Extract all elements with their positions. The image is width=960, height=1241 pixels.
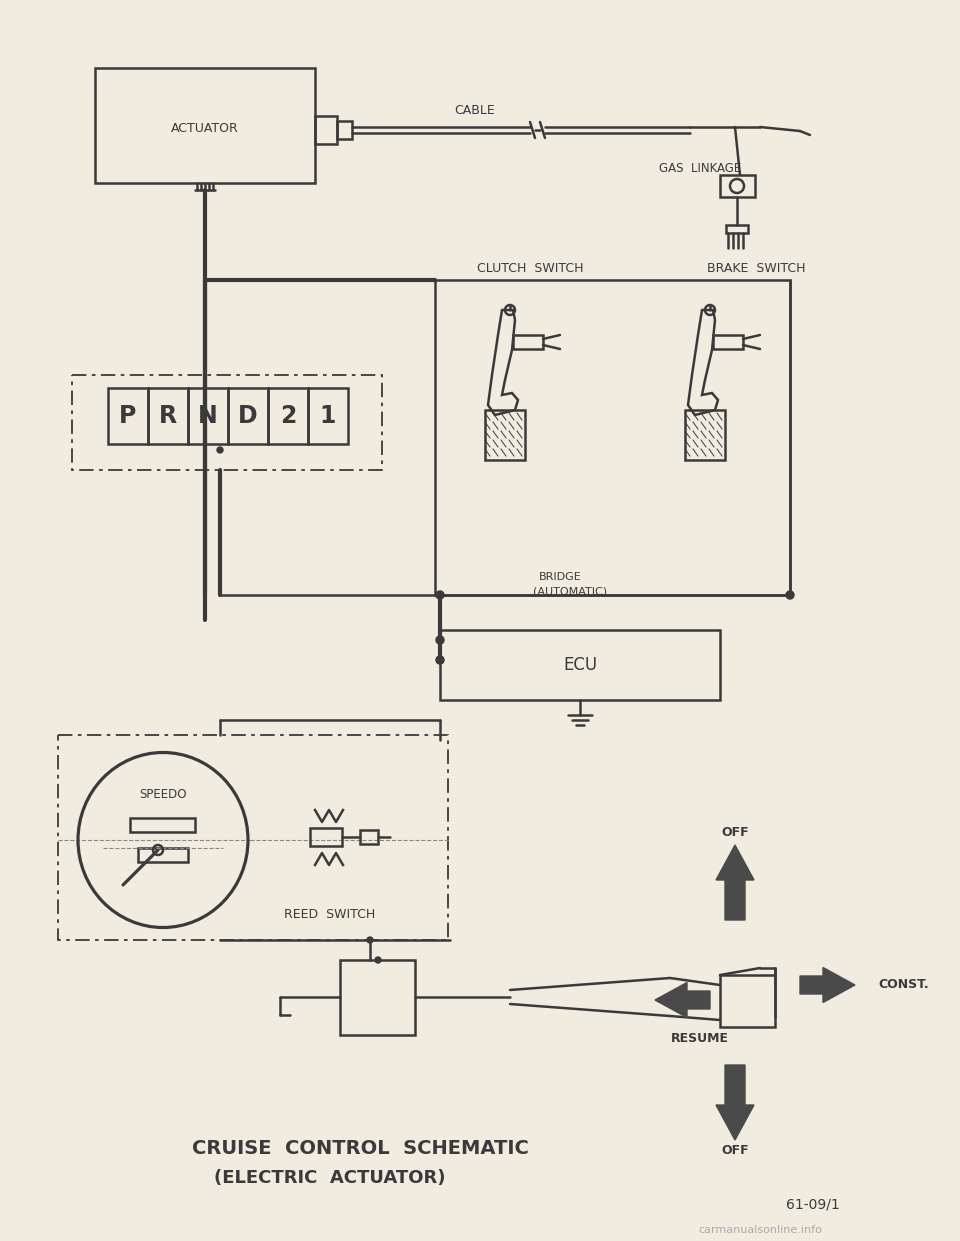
- Bar: [720, 175, 755, 197]
- Bar: [108, 388, 148, 444]
- Text: BRAKE  SWITCH: BRAKE SWITCH: [707, 262, 805, 274]
- Text: (ELECTRIC  ACTUATOR): (ELECTRIC ACTUATOR): [214, 1169, 445, 1186]
- Circle shape: [436, 656, 444, 664]
- Bar: [315, 115, 337, 144]
- Text: OFF: OFF: [721, 1143, 749, 1157]
- Text: REED  SWITCH: REED SWITCH: [284, 908, 375, 922]
- Bar: [440, 630, 720, 700]
- Text: 1: 1: [320, 405, 336, 428]
- Bar: [726, 225, 748, 233]
- Text: OFF: OFF: [721, 825, 749, 839]
- Text: ECU: ECU: [563, 656, 597, 674]
- Bar: [268, 388, 308, 444]
- Text: N: N: [198, 405, 218, 428]
- Bar: [720, 975, 775, 1028]
- Circle shape: [436, 635, 444, 644]
- Text: SPEEDO: SPEEDO: [139, 788, 187, 802]
- Bar: [685, 410, 725, 460]
- Text: D: D: [238, 405, 258, 428]
- Text: CABLE: CABLE: [455, 103, 495, 117]
- Bar: [713, 335, 743, 349]
- Bar: [58, 735, 448, 939]
- Bar: [360, 830, 378, 844]
- Bar: [340, 961, 415, 1035]
- Text: CONST.: CONST.: [878, 978, 928, 992]
- FancyArrow shape: [716, 1065, 754, 1140]
- Circle shape: [217, 447, 223, 453]
- Text: P: P: [119, 405, 136, 428]
- Text: carmanualsonline.info: carmanualsonline.info: [698, 1225, 822, 1235]
- FancyArrow shape: [655, 983, 710, 1018]
- Circle shape: [375, 957, 381, 963]
- Circle shape: [367, 937, 373, 943]
- Text: RESUME: RESUME: [671, 1031, 729, 1045]
- Bar: [435, 280, 790, 594]
- Bar: [485, 410, 525, 460]
- Text: CRUISE  CONTROL  SCHEMATIC: CRUISE CONTROL SCHEMATIC: [192, 1138, 528, 1158]
- Bar: [188, 388, 228, 444]
- Text: 2: 2: [279, 405, 297, 428]
- Bar: [310, 828, 342, 846]
- Bar: [513, 335, 543, 349]
- Circle shape: [436, 591, 444, 599]
- Text: 61-09/1: 61-09/1: [786, 1198, 840, 1212]
- Bar: [138, 848, 188, 862]
- Text: (AUTOMATIC): (AUTOMATIC): [533, 587, 607, 597]
- Bar: [130, 818, 195, 831]
- FancyArrow shape: [800, 968, 855, 1003]
- Bar: [95, 68, 315, 182]
- FancyArrow shape: [716, 845, 754, 920]
- Bar: [337, 122, 352, 139]
- Circle shape: [786, 591, 794, 599]
- Text: GAS  LINKAGE: GAS LINKAGE: [659, 161, 741, 175]
- Text: R: R: [159, 405, 177, 428]
- Bar: [148, 388, 188, 444]
- Bar: [308, 388, 348, 444]
- Text: CLUTCH  SWITCH: CLUTCH SWITCH: [477, 262, 584, 274]
- Bar: [228, 388, 268, 444]
- Text: ACTUATOR: ACTUATOR: [171, 122, 239, 134]
- Text: BRIDGE: BRIDGE: [539, 572, 582, 582]
- Bar: [72, 375, 382, 470]
